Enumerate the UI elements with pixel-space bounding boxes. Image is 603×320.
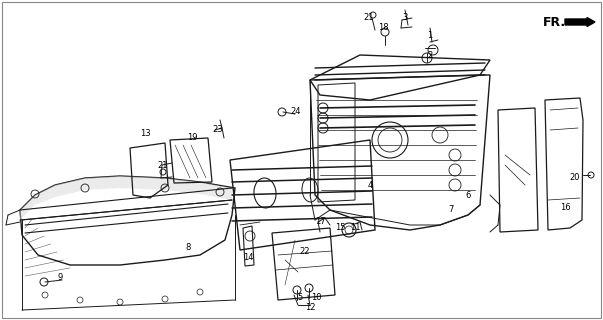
Text: FR.: FR.: [543, 15, 566, 28]
Text: 8: 8: [185, 244, 191, 252]
Text: 1: 1: [428, 30, 432, 39]
Text: 20: 20: [570, 173, 580, 182]
Text: 22: 22: [300, 247, 311, 257]
Text: 15: 15: [335, 223, 346, 233]
Text: 14: 14: [243, 253, 253, 262]
Polygon shape: [20, 176, 232, 220]
Text: 11: 11: [350, 223, 360, 233]
Text: 24: 24: [291, 108, 302, 116]
Text: 23: 23: [213, 125, 223, 134]
Text: 10: 10: [311, 293, 321, 302]
Text: 3: 3: [402, 13, 408, 22]
Text: 21: 21: [158, 161, 168, 170]
Text: 13: 13: [140, 129, 150, 138]
Text: 9: 9: [57, 274, 63, 283]
Text: 16: 16: [560, 204, 570, 212]
Text: 12: 12: [305, 303, 315, 313]
Text: 21: 21: [364, 13, 374, 22]
Text: 4: 4: [367, 180, 373, 189]
Text: 6: 6: [466, 190, 471, 199]
Text: 5: 5: [297, 293, 303, 302]
Text: 7: 7: [448, 205, 453, 214]
FancyArrow shape: [565, 18, 595, 27]
Text: 2: 2: [428, 51, 432, 60]
Text: 19: 19: [187, 133, 197, 142]
Text: 18: 18: [377, 23, 388, 33]
Text: 17: 17: [315, 218, 325, 227]
